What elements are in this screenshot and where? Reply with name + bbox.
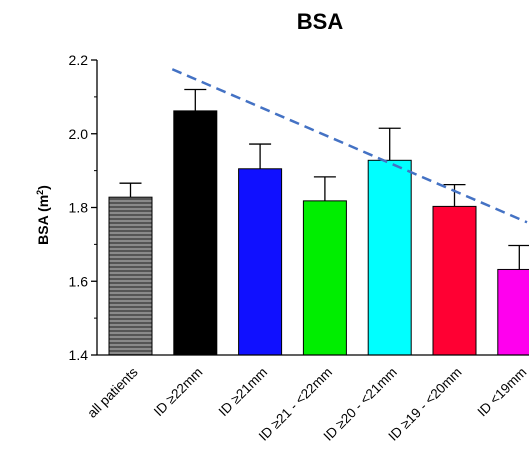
y-axis-label: BSA (m2) [35, 185, 51, 245]
bars [108, 88, 529, 356]
bar [432, 205, 477, 356]
bar [497, 268, 529, 356]
x-tick-label: ID ≥22mm [151, 365, 206, 420]
y-axis-label-superscript: 2 [35, 190, 45, 195]
bar [302, 200, 347, 356]
y-tick-label: 2.2 [69, 52, 89, 68]
y-tick-label: 1.6 [69, 273, 89, 289]
y-tick-label: 1.4 [69, 347, 89, 363]
x-tick-label: ID ≥21mm [216, 365, 271, 420]
y-axis-label-main: BSA (m [35, 195, 51, 245]
bar [173, 110, 218, 356]
y-axis: 1.4 1.6 1.8 2.0 2.2 [69, 52, 98, 363]
x-tick-label: all patients [84, 364, 140, 420]
y-tick-label: 1.8 [69, 200, 89, 216]
chart-title: BSA [297, 9, 344, 34]
y-axis-label-close: ) [35, 185, 51, 190]
bar [108, 196, 153, 356]
bar [367, 159, 412, 356]
bar [238, 168, 283, 356]
x-tick-label: ID <19mm [475, 365, 529, 420]
trend-line [171, 68, 528, 224]
y-tick-label: 2.0 [69, 126, 89, 142]
